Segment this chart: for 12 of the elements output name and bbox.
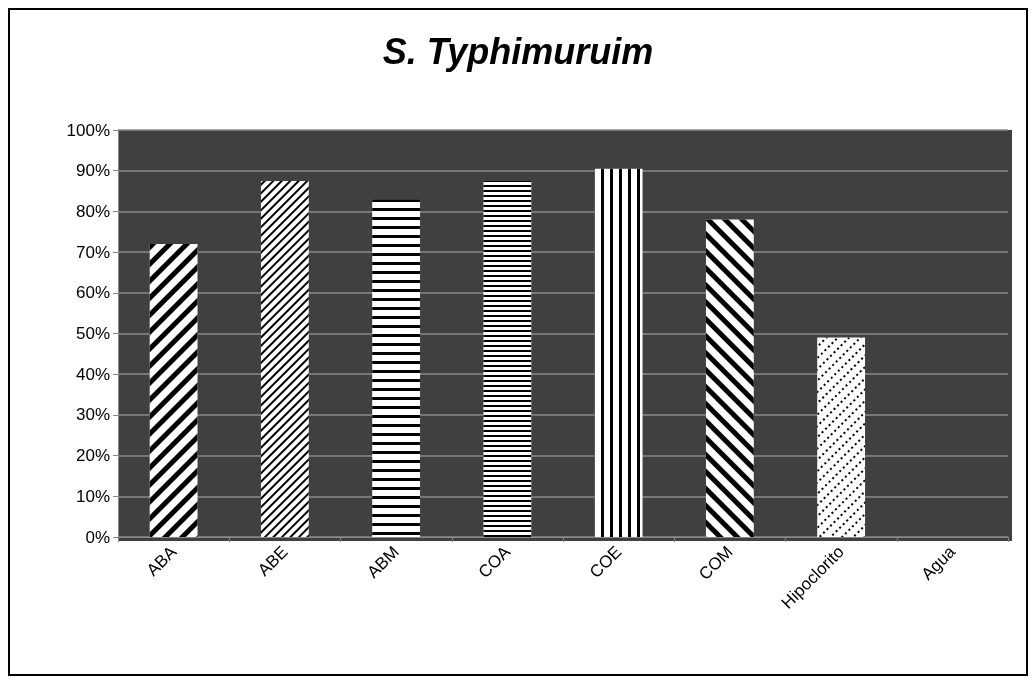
chart-title: S. Typhimuruim	[382, 30, 654, 72]
y-tick-label: 70%	[75, 242, 110, 262]
y-tick-label: 10%	[75, 486, 110, 506]
y-tick-label: 60%	[75, 283, 110, 303]
y-tick-label: 50%	[75, 324, 110, 343]
y-tick-label: 40%	[75, 364, 110, 384]
y-tick-label: 80%	[75, 201, 110, 221]
y-tick-label: 0%	[85, 527, 110, 547]
y-tick-label: 20%	[75, 446, 110, 466]
y-tick-label: 100%	[66, 120, 110, 140]
y-tick-label: 30%	[75, 405, 110, 425]
y-tick-label: 90%	[75, 161, 110, 181]
